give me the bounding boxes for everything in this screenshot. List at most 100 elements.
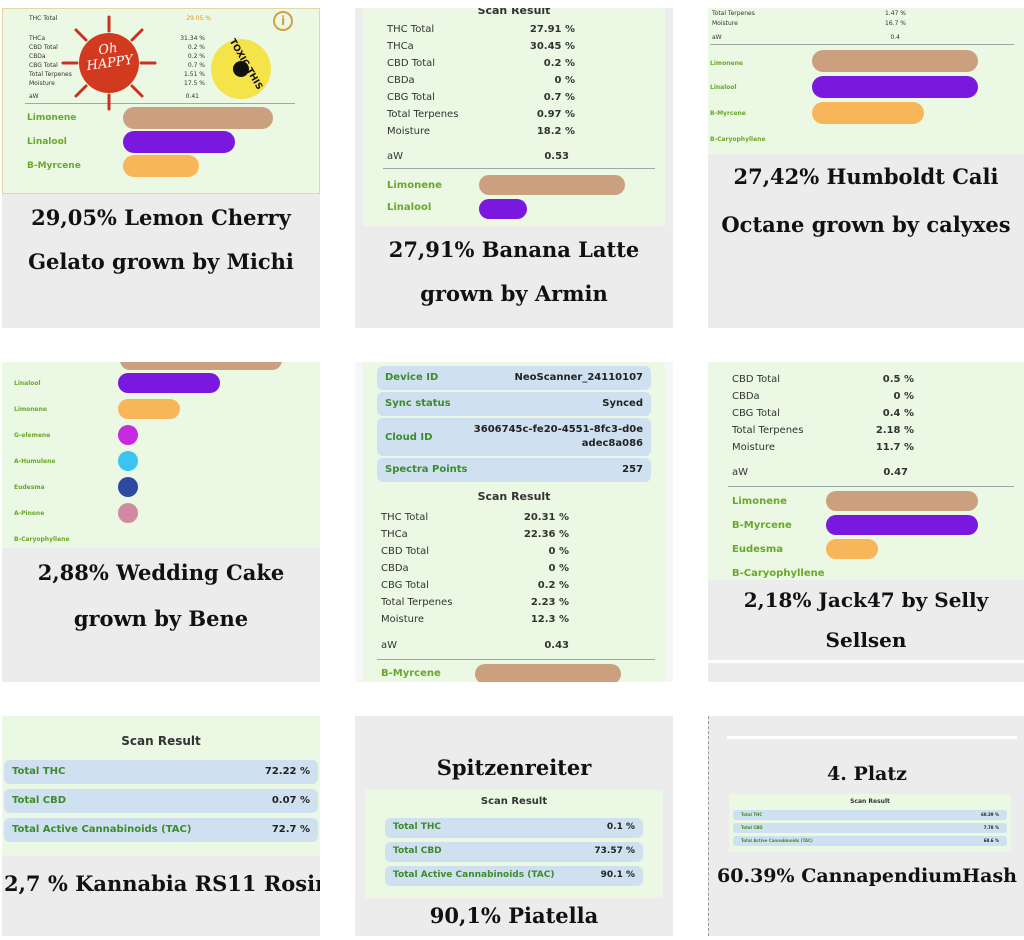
scan-screenshot: Scan Result Total THC 72.22 % Total CBD 0.… bbox=[2, 716, 320, 856]
card-caption[interactable]: 2,18% Jack47 by Selly Sellsen bbox=[743, 588, 989, 652]
result-card-4[interactable]: Linalool Limonene G-elemene A-Humulene E… bbox=[2, 362, 320, 682]
row-label: Total THC bbox=[741, 812, 763, 817]
terpene-bar bbox=[826, 515, 978, 535]
result-card-8[interactable]: Spitzenreiter Scan Result Total THC 0.1 %… bbox=[355, 716, 673, 936]
terpene-dot bbox=[118, 451, 138, 471]
result-card-6[interactable]: CBD Total 0.5 % CBDa 0 % CBG Total 0.4 % To… bbox=[708, 362, 1024, 682]
row-value: 60.39 % bbox=[980, 812, 999, 817]
row-label: Total Active Cannabinoids (TAC) bbox=[12, 824, 192, 835]
terpene-label: Limonene bbox=[27, 113, 77, 123]
row-value: 0.5 % bbox=[882, 374, 914, 385]
scan-screenshot: CBD Total 0.5 % CBDa 0 % CBG Total 0.4 % To… bbox=[708, 362, 1024, 580]
card-caption[interactable]: 60.39% CannapendiumHash bbox=[717, 865, 1017, 887]
row-label: CBG Total bbox=[387, 92, 435, 103]
card-caption[interactable]: 27,42% Humboldt Cali Octane grown by cal… bbox=[721, 164, 1011, 237]
row-value: 2.23 % bbox=[530, 597, 569, 608]
row-label: Total THC bbox=[393, 822, 441, 832]
sun-rays-icon bbox=[61, 15, 157, 111]
row-value: 72.7 % bbox=[271, 824, 310, 835]
row-value: 0.7 % bbox=[543, 92, 575, 103]
terpene-label: Linalool bbox=[27, 137, 67, 147]
row-label: Total THC bbox=[12, 766, 66, 777]
row-value: 0 % bbox=[893, 391, 914, 402]
row-label: aW bbox=[732, 467, 749, 478]
row-label: THC Total bbox=[381, 512, 429, 523]
row-value: 0.4 % bbox=[882, 408, 914, 419]
row-label: CBDa bbox=[29, 53, 46, 60]
row-label: CBDa bbox=[732, 391, 760, 402]
row-value: 0.2 % bbox=[187, 44, 205, 51]
row-label: THCa bbox=[387, 41, 414, 52]
row-value: 12.3 % bbox=[530, 614, 569, 625]
terpene-label: B-Myrcene bbox=[710, 110, 746, 117]
divider bbox=[728, 486, 1014, 487]
terpene-dot bbox=[118, 503, 138, 523]
row-label: Moisture bbox=[712, 20, 738, 27]
row-label: Total Active Cannabinoids (TAC) bbox=[741, 838, 813, 843]
result-card-7[interactable]: Scan Result Total THC 72.22 % Total CBD 0.… bbox=[2, 716, 320, 936]
terpene-label: Limonene bbox=[732, 496, 787, 507]
row-label: Total Terpenes bbox=[381, 597, 453, 608]
terpene-dot bbox=[118, 477, 138, 497]
scan-screenshot: Total Terpenes 1.47 % Moisture 16.7 % aW 0.… bbox=[708, 8, 1024, 154]
result-card-9[interactable]: 4. Platz Scan Result Total THC 60.39 % To… bbox=[708, 716, 1024, 936]
row-label: THC Total bbox=[29, 15, 58, 22]
row-value: 0 % bbox=[554, 75, 575, 86]
scan-title: Scan Result bbox=[480, 796, 548, 807]
row-label: Moisture bbox=[29, 80, 55, 87]
scan-title: Scan Result bbox=[121, 734, 201, 748]
terpene-bar bbox=[120, 362, 282, 370]
scan-screenshot: Device ID NeoScanner_24110107 Sync status… bbox=[363, 362, 665, 682]
terpene-bar bbox=[118, 373, 220, 393]
info-icon[interactable]: i bbox=[273, 11, 293, 31]
card-caption[interactable]: 2,7 % Kannabia RS11 Rosin bbox=[4, 871, 320, 896]
row-label: CBDa bbox=[387, 75, 415, 86]
scan-screenshot: Scan Result Total THC 0.1 % Total CBD 73.5… bbox=[365, 790, 663, 898]
terpene-bar bbox=[123, 131, 235, 153]
terpene-bar bbox=[118, 399, 180, 419]
scan-screenshot: Scan Result Total THC 60.39 % Total CBD 7.… bbox=[729, 794, 1011, 852]
terpene-bar bbox=[812, 76, 978, 98]
row-label: THCa bbox=[381, 529, 408, 540]
result-card-2[interactable]: Scan Result THC Total 27.91 % THCa 30.45 %… bbox=[355, 8, 673, 328]
divider bbox=[377, 659, 655, 660]
terpene-dot bbox=[118, 425, 138, 445]
row-label: Total Terpenes bbox=[712, 10, 755, 17]
card-caption[interactable]: 90,1% Piatella bbox=[429, 903, 599, 928]
row-value: 0 % bbox=[548, 546, 569, 557]
row-label: CBD Total bbox=[387, 58, 436, 69]
terpene-label: A-Pinene bbox=[14, 510, 45, 517]
row-label: CBG Total bbox=[381, 580, 429, 591]
result-card-5[interactable]: Device ID NeoScanner_24110107 Sync status… bbox=[355, 362, 673, 682]
row-label: aW bbox=[381, 640, 398, 651]
scan-screenshot: Linalool Limonene G-elemene A-Humulene E… bbox=[2, 362, 320, 548]
terpene-bar bbox=[826, 491, 978, 511]
card-caption[interactable]: 27,91% Banana Latte grown by Armin bbox=[388, 237, 640, 306]
result-card-1[interactable]: THC Total 29.05 % THCa 31.34 % CBD Total 0.… bbox=[2, 8, 320, 328]
row-value: 1.47 % bbox=[885, 10, 906, 17]
divider bbox=[708, 660, 1024, 663]
row-value: 7.78 % bbox=[983, 825, 999, 830]
row-value: 11.7 % bbox=[875, 442, 914, 453]
toxic-stamp: TOXIC THIS IS bbox=[211, 37, 271, 99]
row-label: Total Active Cannabinoids (TAC) bbox=[393, 870, 555, 880]
terpene-label: G-elemene bbox=[14, 432, 51, 439]
terpene-label: B-Caryophyllene bbox=[710, 136, 766, 143]
terpene-label: Linalool bbox=[14, 380, 41, 387]
terpene-label: Limonene bbox=[387, 180, 442, 191]
terpene-bar bbox=[826, 539, 878, 559]
divider bbox=[383, 168, 655, 169]
terpene-bar bbox=[475, 664, 621, 682]
row-value: 0.53 bbox=[544, 151, 569, 162]
terpene-label: Limonene bbox=[14, 406, 47, 413]
card-caption[interactable]: 29,05% Lemon Cherry Gelato grown by Mich… bbox=[28, 205, 294, 274]
terpene-bar bbox=[812, 102, 924, 124]
row-value: 16.7 % bbox=[885, 20, 906, 27]
row-value: 0.4 bbox=[890, 34, 900, 41]
terpene-bar bbox=[812, 50, 978, 72]
stamp-text: TOXIC THIS IS bbox=[226, 37, 264, 92]
row-value: 31.34 % bbox=[180, 35, 205, 42]
divider bbox=[25, 103, 295, 104]
card-caption[interactable]: 2,88% Wedding Cake grown by Bene bbox=[37, 560, 285, 631]
result-card-3[interactable]: Total Terpenes 1.47 % Moisture 16.7 % aW 0.… bbox=[708, 8, 1024, 328]
